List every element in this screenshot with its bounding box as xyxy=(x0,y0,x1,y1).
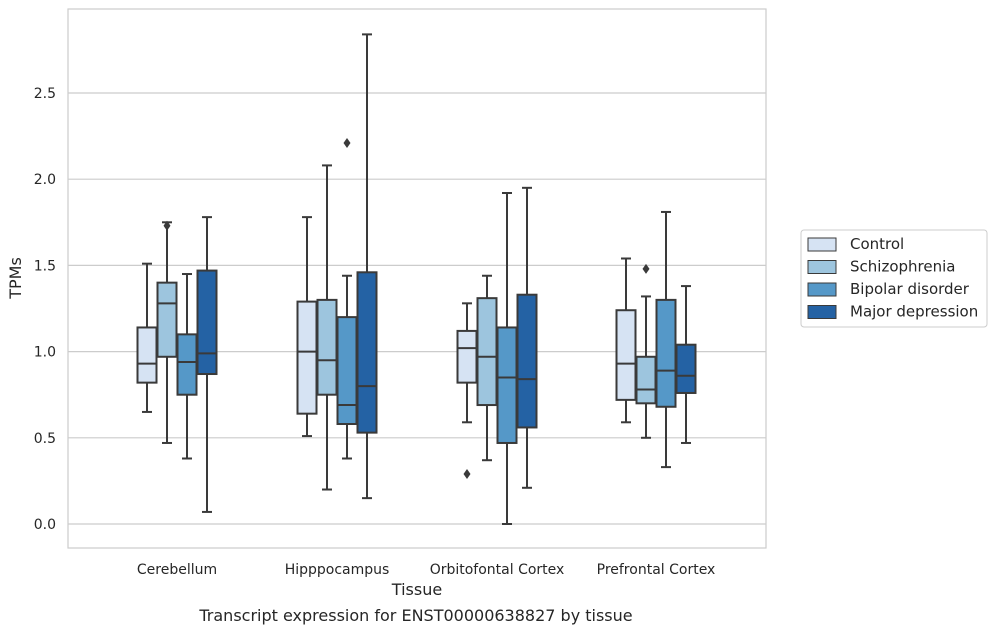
box-iqr xyxy=(675,343,697,394)
box-group xyxy=(496,191,518,525)
box-group xyxy=(675,285,697,444)
box-group xyxy=(516,186,538,489)
y-tick-label: 0.0 xyxy=(34,517,56,533)
legend-swatch xyxy=(807,282,837,297)
y-tick-label: 0.5 xyxy=(34,431,56,447)
box-group xyxy=(316,164,338,491)
box-series xyxy=(136,33,697,525)
outlier-point xyxy=(463,469,471,480)
box-iqr xyxy=(156,281,178,358)
box-iqr xyxy=(136,326,158,384)
box-group xyxy=(615,257,637,424)
legend-frame xyxy=(800,229,988,328)
box-group xyxy=(136,262,158,413)
box-iqr xyxy=(196,269,218,376)
box-group xyxy=(356,33,378,500)
y-tick-label: 2.0 xyxy=(34,172,56,188)
box-iqr xyxy=(316,298,338,396)
box-iqr xyxy=(516,293,538,429)
x-tick-label: Orbitofontal Cortex xyxy=(430,562,565,578)
plot-frame xyxy=(67,8,767,549)
y-axis-label: TPMs xyxy=(6,257,25,300)
legend-label: Bipolar disorder xyxy=(850,280,970,298)
box-group xyxy=(176,273,198,460)
x-tick-label: Prefrontal Cortex xyxy=(597,562,716,578)
legend-swatch xyxy=(807,237,837,252)
box-group xyxy=(476,274,498,462)
box-group xyxy=(196,216,218,513)
outlier-point xyxy=(343,137,351,148)
box-iqr xyxy=(615,309,637,401)
legend-label: Control xyxy=(850,235,904,253)
figure-caption: Transcript expression for ENST0000063882… xyxy=(199,606,633,625)
box-iqr xyxy=(635,355,657,405)
box-group xyxy=(336,137,358,460)
box-group xyxy=(156,220,178,444)
x-tick-labels: Cerebellum Hipppocampus Orbitofontal Corte… xyxy=(137,562,715,578)
box-group xyxy=(635,263,657,439)
outlier-point xyxy=(163,220,171,231)
legend-swatch xyxy=(807,305,837,319)
y-tick-label: 1.0 xyxy=(34,345,56,361)
y-tick-label: 2.5 xyxy=(34,86,56,102)
x-tick-label: Hipppocampus xyxy=(285,562,390,578)
y-tick-label: 1.5 xyxy=(34,258,56,274)
legend-swatch xyxy=(807,260,837,274)
legend-label: Major depression xyxy=(850,303,978,321)
legend-items: Control Schizophrenia Bipolar disorder Majo… xyxy=(807,235,978,321)
box-iqr xyxy=(356,271,378,434)
outlier-point xyxy=(642,263,650,274)
box-iqr xyxy=(476,297,498,407)
box-group xyxy=(456,302,478,480)
box-iqr xyxy=(336,316,358,426)
box-iqr xyxy=(176,333,198,396)
box-group xyxy=(655,210,677,469)
box-iqr xyxy=(456,329,478,384)
box-group xyxy=(296,216,318,438)
box-iqr xyxy=(296,300,318,415)
y-tick-labels: 0.0 0.5 1.0 1.5 2.0 2.5 xyxy=(34,86,56,533)
box-iqr xyxy=(655,298,677,408)
x-tick-label: Cerebellum xyxy=(137,562,217,578)
box-iqr xyxy=(496,326,518,444)
legend: Control Schizophrenia Bipolar disorder Majo… xyxy=(800,229,988,328)
x-axis-label: Tissue xyxy=(391,580,442,599)
legend-label: Schizophrenia xyxy=(850,258,955,276)
